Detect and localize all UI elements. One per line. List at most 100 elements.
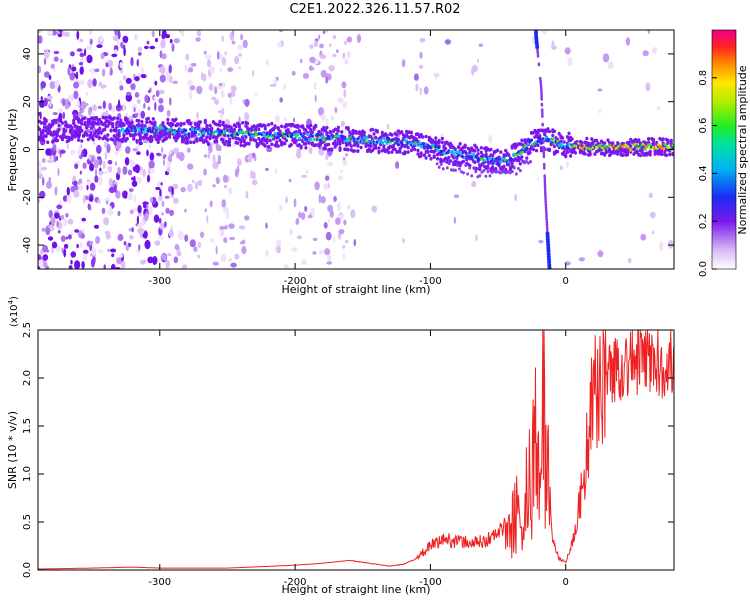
ridge-cell: [666, 138, 670, 143]
noise-speck: [342, 252, 346, 260]
noise-speck: [158, 104, 164, 113]
ridge-cell: [314, 124, 318, 129]
noise-speck: [190, 85, 196, 91]
ridge-cell: [229, 125, 233, 130]
noise-speck: [41, 166, 48, 171]
ridge-core: [523, 144, 527, 148]
noise-speck: [149, 87, 152, 93]
noise-speck: [70, 259, 73, 265]
noise-speck: [339, 214, 344, 220]
noise-speck: [229, 236, 236, 241]
noise-speck: [551, 40, 555, 48]
ridge-cell: [215, 139, 219, 143]
branch-cell: [544, 197, 547, 202]
noise-speck: [123, 46, 126, 57]
noise-speck: [212, 154, 216, 163]
ridge-cell: [44, 134, 48, 139]
noise-speck: [61, 30, 66, 37]
ridge-cell: [660, 152, 664, 156]
ridge-cell: [150, 139, 154, 143]
noise-speck: [38, 173, 44, 180]
ridge-cell: [666, 141, 670, 145]
ridge-cell: [103, 127, 107, 132]
ridge-cell: [632, 140, 636, 144]
colorbar-tick-label: 0.0: [698, 261, 709, 277]
ridge-spread: [480, 170, 484, 174]
noise-speck: [89, 195, 94, 203]
ridge-cell: [648, 153, 652, 157]
noise-speck: [342, 101, 348, 109]
noise-speck: [108, 165, 112, 173]
noise-speck: [82, 162, 87, 169]
noise-speck: [43, 97, 48, 107]
noise-speck: [217, 160, 221, 165]
branch-cell: [534, 33, 539, 38]
ridge-cell: [476, 152, 480, 156]
noise-speck: [136, 215, 139, 225]
ridge-cell: [111, 124, 115, 129]
noise-speck: [149, 45, 156, 50]
noise-speck: [242, 239, 245, 245]
ridge-core: [187, 132, 191, 136]
noise-speck: [79, 38, 84, 43]
ridge-spread: [439, 162, 443, 166]
noise-speck: [247, 153, 253, 163]
ridge-cell: [510, 161, 514, 166]
noise-speck: [159, 185, 163, 190]
noise-speck: [214, 86, 218, 95]
ridge-core: [142, 130, 145, 134]
noise-speck: [118, 99, 121, 108]
noise-speck: [402, 238, 405, 243]
ridge-cell: [375, 129, 379, 134]
ridge-cell: [310, 130, 314, 135]
branch-cell: [534, 36, 539, 41]
noise-speck: [305, 169, 309, 175]
noise-speck: [77, 148, 82, 156]
noise-speck: [346, 204, 351, 210]
noise-speck: [265, 167, 269, 171]
branch-cell: [545, 214, 548, 219]
ridge-cell: [353, 149, 357, 153]
ridge-spread: [486, 170, 490, 174]
ridge-spread: [441, 167, 445, 171]
ridge-cell: [96, 122, 100, 126]
noise-speck: [99, 36, 104, 42]
noise-speck: [107, 72, 110, 76]
noise-speck: [96, 144, 102, 154]
ridge-cell: [146, 116, 150, 121]
ridge-spread: [525, 160, 528, 164]
noise-speck: [302, 73, 309, 79]
noise-speck: [114, 150, 120, 156]
noise-speck: [230, 85, 237, 92]
noise-speck: [168, 64, 172, 74]
noise-speck: [227, 187, 233, 195]
ridge-cell: [39, 121, 43, 125]
noise-speck: [322, 30, 326, 34]
noise-speck: [140, 74, 147, 79]
noise-speck: [217, 145, 222, 152]
ridge-cell: [140, 119, 144, 124]
ridge-spread: [482, 169, 486, 173]
noise-speck: [56, 204, 63, 210]
ridge-cell: [161, 121, 165, 125]
ridge-core: [364, 139, 368, 143]
ridge-cell: [187, 118, 191, 123]
ridge-cell: [270, 121, 274, 126]
noise-speck: [76, 100, 80, 108]
ridge-cell: [280, 124, 284, 129]
ridge-cell: [585, 136, 589, 141]
noise-speck: [166, 109, 171, 117]
ridge-cell: [340, 130, 344, 134]
branch-cell: [540, 91, 543, 96]
noise-speck: [129, 160, 136, 168]
noise-speck: [301, 259, 307, 266]
ridge-cell: [398, 150, 402, 154]
ridge-cell: [606, 138, 610, 142]
ridge-core: [252, 134, 256, 138]
noise-speck: [222, 174, 229, 183]
noise-speck: [318, 107, 324, 116]
branch-cell: [545, 225, 549, 230]
noise-speck: [158, 97, 164, 104]
ridge-cell: [55, 133, 60, 138]
ridge-cell: [111, 121, 115, 126]
